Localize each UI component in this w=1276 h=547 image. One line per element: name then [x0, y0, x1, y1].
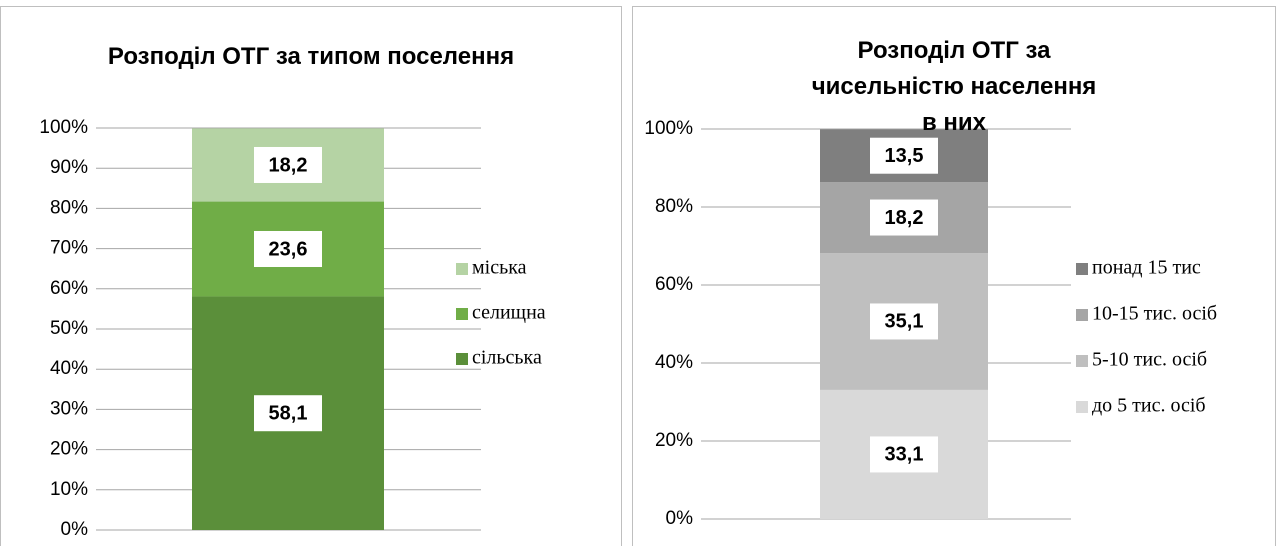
legend-swatch [1076, 401, 1088, 413]
legend-label: понад 15 тис [1092, 257, 1201, 279]
y-tick-label: 60% [50, 278, 88, 299]
data-label: 58,1 [269, 403, 308, 425]
chart-panel: 0% 20% 40% 60% 80% 100% 33,1 35,1 18,2 13,5 до 5 т… [632, 6, 1276, 546]
y-tick-label: 80% [50, 197, 88, 218]
y-tick-label: 40% [655, 352, 693, 373]
y-tick-label: 10% [50, 479, 88, 500]
data-label: 33,1 [885, 444, 924, 466]
legend-label: 10-15 тис. осіб [1092, 303, 1217, 325]
legend-label: 5-10 тис. осіб [1092, 349, 1207, 371]
y-tick-label: 0% [666, 508, 694, 529]
data-label-box [870, 137, 938, 174]
chart: 0% 20% 40% 60% 80% 100% 33,1 35,1 18,2 13,5 до 5 т… [644, 118, 1217, 529]
data-label-box [870, 436, 938, 473]
legend-swatch [456, 263, 468, 275]
legend-swatch [1076, 263, 1088, 275]
y-tick-label: 100% [644, 118, 693, 139]
data-label-box [254, 231, 322, 268]
data-label-box [254, 146, 322, 183]
chart-panel: 0% 10% 20% 30% 40% 50% 60% 70% 80% 90% 100% 58,1 23,… [0, 6, 622, 546]
data-label: 23,6 [269, 238, 308, 260]
legend-label: до 5 тис. осіб [1092, 395, 1206, 417]
data-label-box [870, 199, 938, 236]
legend-swatch [1076, 355, 1088, 367]
legend-label: міська [472, 257, 527, 279]
data-label: 18,2 [885, 207, 924, 229]
y-tick-label: 50% [50, 318, 88, 339]
legend-label: селищна [472, 302, 546, 324]
data-label: 18,2 [269, 154, 308, 176]
y-tick-label: 80% [655, 196, 693, 217]
legend-swatch [456, 308, 468, 320]
y-tick-label: 20% [50, 439, 88, 460]
data-label: 35,1 [885, 311, 924, 333]
legend-swatch [456, 353, 468, 365]
data-label-box [870, 303, 938, 340]
y-tick-label: 90% [50, 157, 88, 178]
y-tick-label: 70% [50, 238, 88, 259]
chart-title: Розподіл ОТГ за чисельністю населення в … [811, 37, 1097, 136]
data-label: 13,5 [885, 145, 924, 167]
chart-title: Розподіл ОТГ за типом поселення [107, 43, 515, 70]
legend-label: сільська [472, 347, 542, 369]
y-tick-label: 20% [655, 430, 693, 451]
legend-swatch [1076, 309, 1088, 321]
y-tick-label: 30% [50, 398, 88, 419]
y-tick-label: 0% [61, 519, 89, 540]
y-tick-label: 100% [39, 117, 88, 138]
y-tick-label: 40% [50, 358, 88, 379]
data-label-box [254, 395, 322, 432]
chart: 0% 10% 20% 30% 40% 50% 60% 70% 80% 90% 100% 58,1 23,… [39, 117, 546, 540]
y-tick-label: 60% [655, 274, 693, 295]
